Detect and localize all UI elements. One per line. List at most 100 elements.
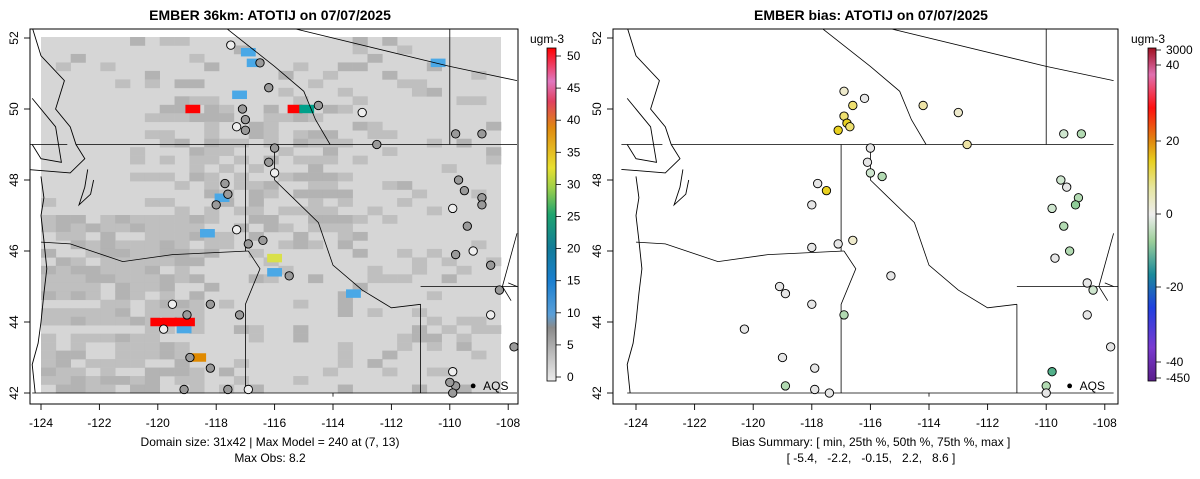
colorbar-tick-label: -40 (1166, 355, 1184, 369)
aqs-station-marker (372, 139, 382, 150)
colorbar-tick-label: 0 (1166, 207, 1173, 221)
lon-tick-label: -108 (1093, 416, 1117, 430)
aqs-station-marker (158, 324, 169, 334)
bias-station-marker (821, 185, 832, 196)
lat-tick-label: 48 (590, 173, 604, 187)
colorbar-tick-label: 20 (567, 242, 581, 256)
aqs-station-marker (179, 384, 189, 395)
lon-tick-label: -108 (496, 416, 520, 430)
colorbar-tick-label: 20 (1166, 134, 1180, 148)
aqs-station-marker (264, 157, 274, 167)
colorbar-tick-label: 40 (1166, 58, 1180, 72)
bias-station-marker (1047, 203, 1057, 214)
aqs-station-marker (264, 83, 274, 93)
lat-tick-label: 50 (7, 102, 21, 116)
bias-station-marker (839, 310, 849, 320)
aqs-station-marker (240, 125, 251, 135)
aqs-station-marker (205, 299, 216, 309)
aqs-station-marker (450, 249, 461, 260)
bias-station-marker (848, 235, 858, 246)
bias-station-marker (859, 93, 870, 104)
aqs-station-marker (255, 58, 265, 68)
left-axes: -124 -122 -120 -118 -116 -114 -112 -110 -108 42 44… (7, 31, 521, 430)
aqs-station-marker (223, 189, 233, 199)
right-map-title: EMBER bias: ATOTIJ on 07/07/2025 (754, 7, 988, 23)
bias-station-marker (845, 122, 855, 132)
map-boundaries (30, 29, 518, 397)
bias-station-marker (1076, 129, 1087, 139)
bias-station-marker (1106, 342, 1116, 352)
bias-station-marker (1088, 285, 1098, 295)
bias-station-marker (1059, 129, 1069, 139)
bias-station-marker (777, 352, 788, 363)
lon-tick-label: -112 (380, 416, 403, 430)
colorbar-tick-label: 30 (567, 177, 581, 191)
right-caption-bias-values: [ -5.4, -2.2, -0.15, 2.2, 8.6 ] (786, 451, 956, 465)
aqs-station-marker (462, 221, 472, 231)
colorbar-tick-label: 0 (567, 370, 574, 384)
aqs-legend-label: AQS (483, 379, 508, 393)
bias-station-marker (839, 86, 849, 96)
aqs-station-marker (453, 175, 464, 185)
bias-station-marker (862, 157, 873, 167)
bias-station-marker (774, 281, 785, 292)
lon-tick-label: -124 (624, 416, 648, 430)
hotspot-cell (240, 47, 256, 57)
lon-tick-label: -124 (29, 416, 53, 430)
bias-station-marker (865, 143, 876, 153)
aqs-station-marker (494, 285, 505, 295)
lat-tick-label: 46 (590, 244, 604, 258)
aqs-station-marker (243, 384, 253, 395)
lat-tick-label: 50 (590, 102, 604, 116)
bias-station-marker (813, 178, 823, 189)
bias-station-marker (953, 107, 963, 118)
colorbar-tick-label: -450 (1166, 371, 1190, 385)
lon-tick-label: -122 (683, 416, 707, 430)
left-map-title: EMBER 36km: ATOTIJ on 07/07/2025 (149, 7, 391, 23)
colorbar-tick-label: 10 (567, 306, 581, 320)
aqs-station-marker (223, 384, 233, 395)
left-caption-maxobs: Max Obs: 8.2 (234, 451, 306, 465)
bias-station-marker (807, 200, 817, 210)
lon-tick-label: -118 (205, 416, 228, 430)
lat-tick-label: 44 (7, 315, 21, 329)
bias-station-marker (1059, 221, 1069, 231)
lon-tick-label: -114 (917, 416, 940, 430)
bias-station-marker (1064, 246, 1075, 256)
bias-station-marker (962, 139, 972, 150)
aqs-station-marker (167, 299, 178, 309)
colorbar-tick-label: 5 (567, 338, 574, 352)
bias-station-marker (807, 299, 817, 309)
aqs-station-marker (211, 200, 221, 210)
hotspot-cell (232, 90, 247, 100)
bias-station-marker (780, 288, 791, 299)
aqs-station-marker (486, 260, 496, 270)
right-plot-frame (612, 28, 1119, 405)
bias-station-marker (1050, 253, 1060, 263)
lon-tick-label: -110 (438, 416, 461, 430)
lon-tick-label: -110 (1035, 416, 1058, 430)
left-plot-frame (29, 28, 519, 405)
bias-station-marker (1041, 388, 1051, 398)
bias-station-marker (1047, 367, 1057, 377)
bias-stations (739, 86, 1116, 398)
aqs-station-marker (234, 310, 245, 320)
bias-station-marker (1070, 200, 1081, 210)
bias-station-marker (824, 388, 835, 398)
bias-station-marker (810, 384, 820, 395)
bias-station-marker (877, 171, 887, 182)
lon-tick-label: -114 (321, 416, 344, 430)
bias-station-marker (810, 363, 820, 373)
hotspot-cell (430, 58, 446, 68)
bias-station-marker (865, 168, 876, 178)
aqs-station-marker (231, 122, 242, 132)
aqs-station-marker (448, 367, 458, 377)
aqs-station-marker (284, 271, 294, 281)
hotspot-cell (150, 317, 195, 327)
hotspot-cell (299, 104, 315, 114)
hotspot-cell (214, 193, 230, 202)
aqs-station-marker (357, 107, 367, 118)
bias-station-marker (1062, 182, 1072, 192)
